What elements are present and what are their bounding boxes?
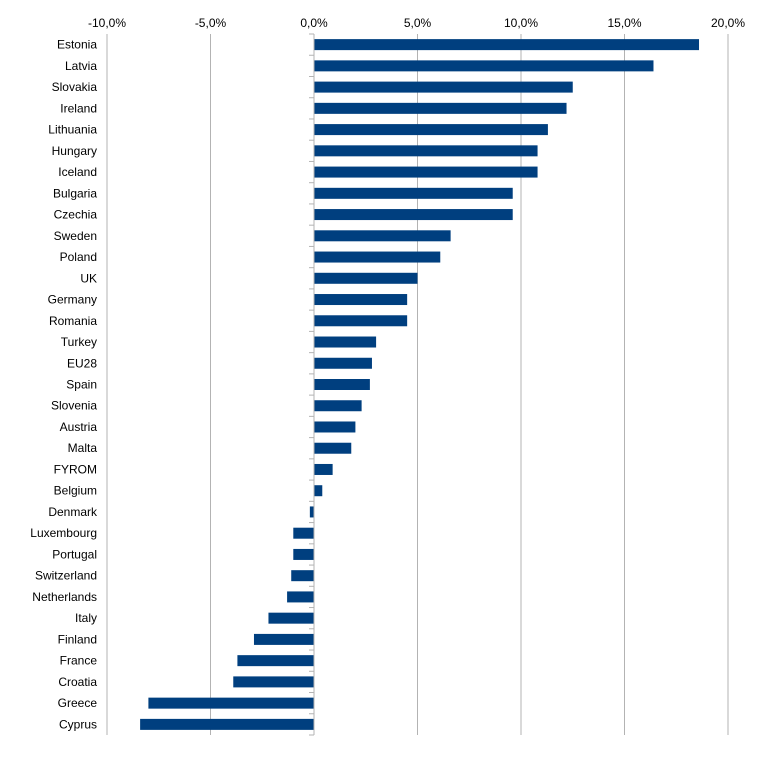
bar [314,315,408,327]
x-axis-ticks: -10,0% -5,0% 0,0% 5,0% 10,0% 15,0% 20,0% [88,16,745,30]
x-tick-label: 5,0% [404,16,432,30]
bar [293,548,314,560]
bar [314,379,370,390]
category-label: Portugal [52,547,97,561]
category-label: Romania [49,314,97,328]
gridlines [106,34,729,735]
bar [237,655,314,667]
category-label: FYROM [54,462,97,476]
category-label: Finland [58,632,97,646]
category-label: Italy [75,611,97,625]
bar [314,400,362,412]
category-labels: Estonia Latvia Slovakia Ireland Lithuania Hun… [30,38,98,732]
bar [253,633,314,645]
category-label: Lithuania [48,123,97,137]
category-label: France [60,654,98,668]
category-label: UK [80,271,97,285]
bar [314,209,513,221]
bar [314,357,372,369]
category-label: Spain [66,378,97,392]
category-label: Slovenia [51,399,97,413]
x-tick-label: -10,0% [88,16,126,30]
bar [314,39,700,51]
bar [268,612,314,624]
bar [314,463,333,475]
category-label: Cyprus [59,717,97,731]
x-tick-label: -5,0% [195,16,227,30]
category-label: EU28 [67,356,97,370]
bar [314,485,323,497]
x-tick-label: 20,0% [711,16,745,30]
bar [309,506,314,518]
category-label: Sweden [54,229,97,243]
bars [140,39,700,730]
category-label: Bulgaria [53,186,97,200]
category-label: Netherlands [32,590,97,604]
bar [314,421,356,433]
x-tick-label: 10,0% [504,16,538,30]
bar [291,570,314,582]
category-label: Greece [58,696,98,710]
category-label: Belgium [54,484,97,498]
category-label: Switzerland [35,569,97,583]
category-label: Czechia [54,208,98,222]
bar [148,697,314,709]
bar [314,145,538,157]
bar [314,60,654,72]
bar [314,124,548,136]
category-label: Slovakia [52,80,98,94]
category-label: Malta [68,441,98,455]
bar [314,272,418,284]
bar [293,527,314,539]
category-label: Germany [48,293,97,307]
bar [314,336,377,348]
category-label: Estonia [57,38,97,52]
category-label: Poland [60,250,97,264]
category-label: Latvia [65,59,97,73]
x-tick-label: 15,0% [607,16,641,30]
category-label: Iceland [58,165,97,179]
category-label: Ireland [60,101,97,115]
bar [314,251,441,263]
x-tick-label: 0,0% [300,16,328,30]
bar [233,676,314,688]
category-label: Hungary [52,144,97,158]
category-label: Croatia [58,675,97,689]
bar [314,81,573,93]
bar [314,442,352,454]
bar [314,187,513,199]
bar [314,294,408,306]
bar [287,591,314,603]
bar [314,102,567,114]
category-label: Austria [60,420,98,434]
bar [140,718,314,730]
bar [314,230,451,242]
category-label: Denmark [48,505,98,519]
axes [309,33,315,736]
category-label: Turkey [61,335,97,349]
bar [314,166,538,178]
category-label: Luxembourg [30,526,97,540]
